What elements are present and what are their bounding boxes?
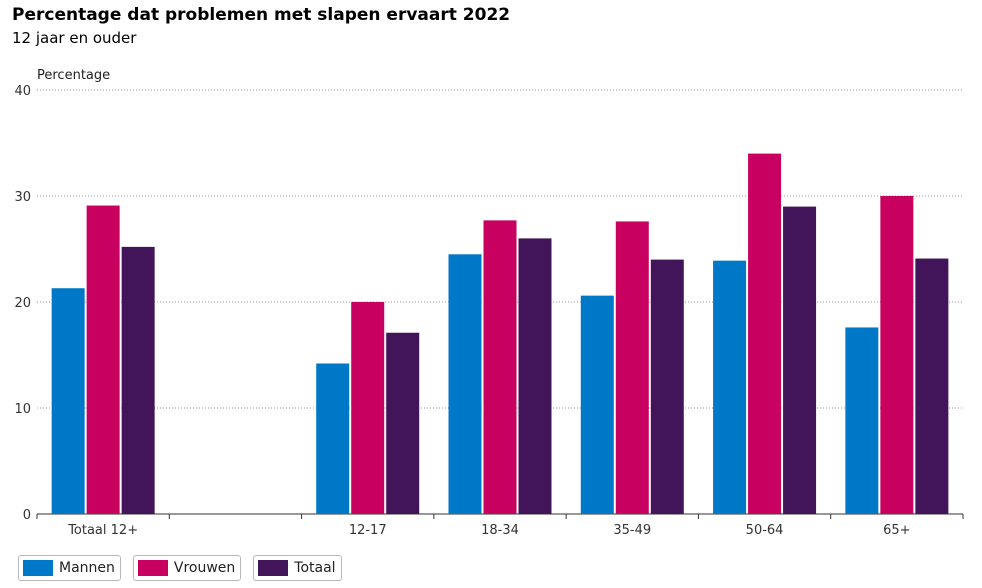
bar-mannen-65 [845,327,879,514]
legend-label-mannen: Mannen [59,560,115,576]
bar-mannen-18-34 [448,254,482,515]
x-tick-label-18-34: 18-34 [481,523,519,538]
bar-totaal-12-17 [386,332,420,514]
bar-vrouwen-65 [880,196,914,514]
bar-mannen-12-17 [316,363,350,514]
x-tick-label-totaal-12: Totaal 12+ [67,523,138,538]
x-tick-label-35-49: 35-49 [613,523,651,538]
x-tick-label-65: 65+ [883,523,910,538]
chart-subtitle: 12 jaar en ouder [12,29,137,47]
bar-totaal-totaal-12 [121,246,155,514]
legend-label-vrouwen: Vrouwen [173,560,236,576]
legend-swatch-mannen [23,560,53,576]
bar-totaal-35-49 [650,259,684,514]
bar-mannen-totaal-12 [51,288,85,514]
x-tick-label-12-17: 12-17 [349,523,387,538]
bar-totaal-65 [915,258,949,514]
x-tick-label-50-64: 50-64 [746,523,784,538]
bar-vrouwen-18-34 [483,220,517,514]
y-tick-label-40: 40 [14,84,31,99]
y-tick-label-10: 10 [14,402,31,417]
bar-vrouwen-12-17 [351,302,385,514]
y-tick-label-30: 30 [14,190,31,205]
bar-vrouwen-35-49 [615,221,649,514]
y-tick-label-20: 20 [14,296,31,311]
y-axis-title: Percentage [37,68,110,83]
legend-item-vrouwen[interactable]: Vrouwen [132,555,242,581]
legend-item-totaal[interactable]: Totaal [253,555,342,581]
bar-totaal-18-34 [518,238,552,514]
bar-mannen-35-49 [580,295,614,514]
legend-label-totaal: Totaal [294,560,336,576]
y-tick-label-0: 0 [23,508,31,523]
bar-totaal-50-64 [783,206,817,514]
legend-item-mannen[interactable]: Mannen [18,555,121,581]
bar-mannen-50-64 [713,260,747,514]
bar-vrouwen-totaal-12 [86,205,120,515]
legend-swatch-vrouwen [137,560,168,576]
bar-vrouwen-50-64 [748,153,782,514]
legend: Mannen Vrouwen Totaal [18,555,342,581]
legend-swatch-totaal [258,560,289,576]
chart-title: Percentage dat problemen met slapen erva… [12,5,511,25]
bar-chart: Percentage 0 10 20 30 40 Totaal 12+ 12-17 18-34 3… [14,68,964,538]
